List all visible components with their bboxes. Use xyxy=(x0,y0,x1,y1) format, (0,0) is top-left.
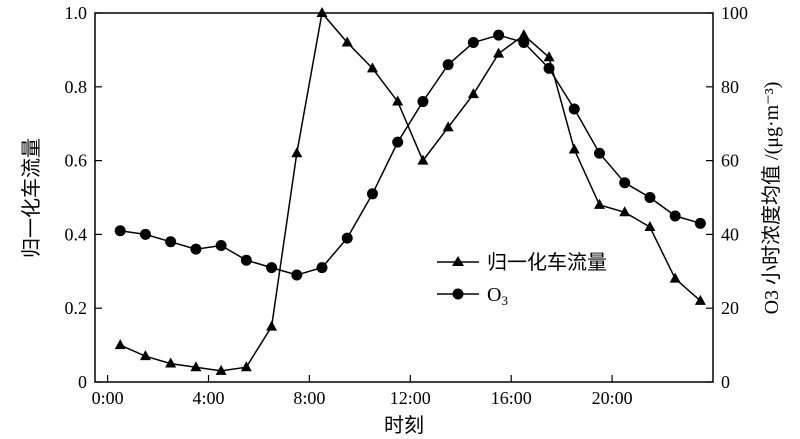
o3-point xyxy=(114,225,126,237)
o3-line xyxy=(120,34,701,276)
o3-point xyxy=(291,269,303,281)
x-tick-label: 20:00 xyxy=(592,388,633,408)
legend-triangle-marker xyxy=(452,256,464,266)
plot-area xyxy=(94,12,714,383)
traffic-point xyxy=(165,357,177,368)
traffic-line xyxy=(119,11,701,372)
x-axis: 0:00 4:00 8:00 12:00 16:00 20:00 xyxy=(92,375,633,408)
right-y-tick-label: 100 xyxy=(721,3,748,23)
legend-item-traffic: 归一化车流量 xyxy=(437,251,607,274)
traffic-point xyxy=(669,272,681,283)
traffic-point xyxy=(266,320,278,331)
o3-point xyxy=(467,37,479,49)
traffic-point xyxy=(215,364,227,375)
o3-point xyxy=(392,136,404,148)
o3-point xyxy=(593,147,605,159)
o3-point xyxy=(366,188,378,200)
traffic-point xyxy=(593,198,605,209)
left-y-axis-title: 归一化车流量 xyxy=(20,138,43,258)
left-y-tick-label: 0.6 xyxy=(65,151,88,171)
right-y-tick-label: 40 xyxy=(721,224,739,244)
left-y-tick-label: 0.4 xyxy=(65,224,88,244)
x-tick-label: 8:00 xyxy=(293,388,325,408)
traffic-point xyxy=(644,221,656,232)
right-y-tick-label: 20 xyxy=(721,298,739,318)
o3-point xyxy=(694,217,706,229)
legend-label-o3-main: O xyxy=(487,284,501,306)
traffic-point xyxy=(442,121,454,132)
traffic-point xyxy=(366,62,378,73)
o3-point xyxy=(139,228,151,240)
right-y-tick-label: 0 xyxy=(721,372,730,392)
traffic-point xyxy=(139,350,151,361)
o3-point xyxy=(165,236,177,248)
traffic-point xyxy=(240,361,252,372)
legend-label-traffic: 归一化车流量 xyxy=(487,251,607,274)
x-tick-label: 0:00 xyxy=(92,388,124,408)
o3-point xyxy=(669,210,681,222)
o3-series xyxy=(114,29,706,281)
right-y-axis-title: O3 小时浓度均值 /(μg·m⁻³) xyxy=(760,82,783,315)
traffic-point xyxy=(190,361,202,372)
o3-point xyxy=(619,177,631,189)
x-tick-label: 16:00 xyxy=(491,388,532,408)
traffic-point xyxy=(291,147,303,158)
traffic-point xyxy=(694,294,706,305)
legend: 归一化车流量 O3 xyxy=(437,251,607,308)
o3-point xyxy=(543,62,555,74)
o3-point xyxy=(518,37,530,49)
traffic-point xyxy=(417,154,429,165)
right-y-tick-label: 60 xyxy=(721,151,739,171)
traffic-series xyxy=(114,7,706,375)
left-y-tick-label: 1.0 xyxy=(65,3,88,23)
x-tick-label: 4:00 xyxy=(193,388,225,408)
legend-circle-marker xyxy=(452,288,464,300)
left-y-tick-label: 0.8 xyxy=(65,77,88,97)
left-y-tick-label: 0.2 xyxy=(65,298,88,318)
x-axis-title: 时刻 xyxy=(384,414,424,437)
traffic-point xyxy=(114,339,126,350)
traffic-point xyxy=(392,95,404,106)
traffic-point xyxy=(341,36,353,47)
traffic-point xyxy=(568,143,580,154)
o3-point xyxy=(493,29,505,41)
o3-point xyxy=(190,243,202,255)
left-y-axis: 0 0.2 0.4 0.6 0.8 1.0 xyxy=(65,3,102,392)
traffic-point xyxy=(316,7,328,17)
legend-label-o3: O3 xyxy=(487,284,508,308)
o3-point xyxy=(568,103,580,115)
traffic-point xyxy=(543,51,555,62)
o3-point xyxy=(442,59,454,71)
o3-point xyxy=(266,262,278,274)
x-tick-label: 12:00 xyxy=(390,388,431,408)
legend-item-o3: O3 xyxy=(437,284,508,308)
plot-frame xyxy=(94,12,714,383)
o3-point xyxy=(240,254,252,266)
right-y-tick-label: 80 xyxy=(721,77,739,97)
legend-label-o3-subscript: 3 xyxy=(501,293,508,308)
traffic-point xyxy=(493,47,505,58)
o3-point xyxy=(316,262,328,274)
traffic-point xyxy=(518,29,530,40)
o3-point xyxy=(341,232,353,244)
left-y-tick-label: 0 xyxy=(78,372,87,392)
traffic-point xyxy=(467,88,479,99)
o3-point xyxy=(215,239,227,251)
traffic-point xyxy=(619,206,631,217)
o3-point xyxy=(644,192,656,203)
o3-point xyxy=(417,96,429,108)
right-y-axis: 0 20 40 60 80 100 xyxy=(706,3,748,392)
